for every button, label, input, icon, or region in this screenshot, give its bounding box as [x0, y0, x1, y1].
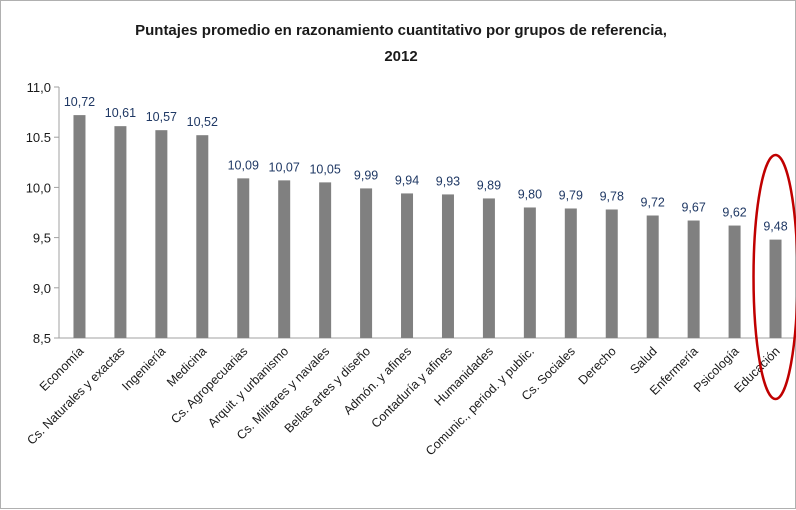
x-tick-label: Salud	[627, 344, 660, 377]
y-tick-label: 8,5	[33, 331, 51, 346]
y-tick-label: 10.5	[26, 130, 51, 145]
data-label: 10,05	[309, 162, 340, 176]
bar	[728, 225, 741, 338]
bar	[278, 180, 291, 338]
data-label: 9,93	[436, 174, 460, 188]
data-label: 9,67	[681, 201, 705, 215]
bar	[401, 193, 414, 338]
data-label: 10,09	[228, 158, 259, 172]
data-label: 10,07	[269, 160, 300, 174]
data-label: 9,78	[600, 189, 624, 203]
bar	[319, 182, 332, 338]
bar	[564, 208, 577, 338]
bar	[605, 209, 618, 338]
bar	[441, 194, 454, 338]
chart-title-line2: 2012	[384, 48, 417, 65]
bar	[482, 198, 495, 338]
data-label: 9,48	[763, 220, 787, 234]
highlight-ellipse	[752, 153, 796, 401]
data-label: 9,94	[395, 173, 419, 187]
data-label: 10,57	[146, 110, 177, 124]
bar	[114, 126, 127, 338]
x-tick-label: Derecho	[576, 344, 619, 387]
x-tick-label: Ingeniería	[119, 344, 168, 393]
data-labels-group: 10,72 10,61 10,57 10,52 10,09 10,07 10,05 9,99 9…	[64, 95, 788, 233]
data-label: 9,79	[559, 188, 583, 202]
chart-title: Puntajes promedio en razonamiento cuanti…	[135, 22, 667, 39]
bar	[523, 207, 536, 338]
y-tick-label: 9,0	[33, 281, 51, 296]
bar	[196, 135, 209, 338]
y-tick-label: 11,0	[27, 80, 51, 95]
y-axis-ticks: 8,5 9,0 9,5 10,0 10.5 11,0	[26, 80, 59, 346]
bar	[646, 215, 659, 338]
bar	[73, 115, 86, 338]
data-label: 10,52	[187, 115, 218, 129]
bar	[155, 130, 168, 338]
x-tick-label: Cs. Agropecuarias	[168, 344, 250, 426]
y-tick-label: 10,0	[26, 180, 51, 195]
bar	[769, 239, 782, 338]
bar	[237, 178, 250, 338]
data-label: 9,89	[477, 178, 501, 192]
data-label: 10,61	[105, 106, 136, 120]
bar	[360, 188, 373, 338]
data-label: 9,62	[722, 206, 746, 220]
bar	[687, 220, 700, 338]
y-tick-label: 9,5	[33, 231, 51, 246]
data-label: 9,80	[518, 187, 542, 201]
data-label: 9,99	[354, 168, 378, 182]
data-label: 10,72	[64, 95, 95, 109]
bars-group	[73, 115, 782, 338]
data-label: 9,72	[641, 196, 665, 210]
